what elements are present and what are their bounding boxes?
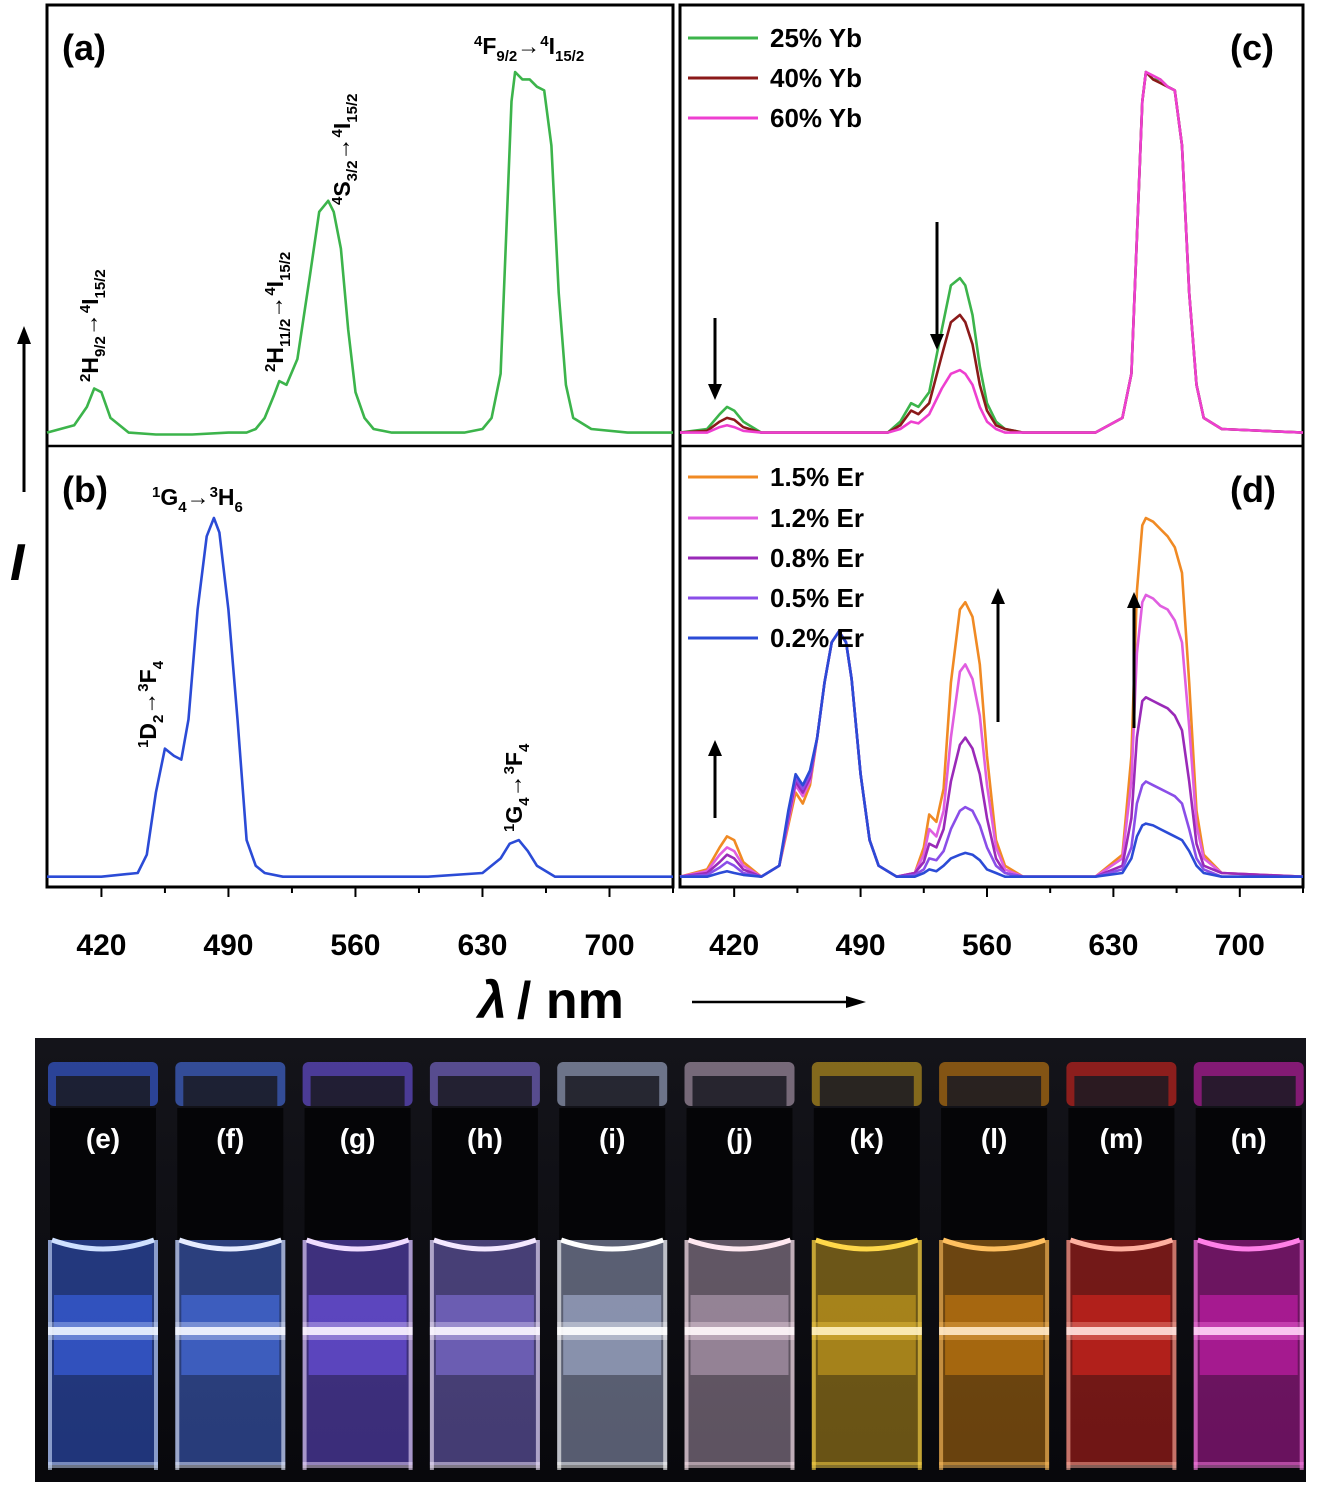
series-line-d-4 [680, 630, 1303, 878]
y-axis-arrow [17, 326, 31, 492]
svg-text:1D2→3F4: 1D2→3F4 [135, 660, 167, 748]
vial-7: (l) [939, 1062, 1050, 1470]
vial-label-8: (m) [1100, 1123, 1144, 1154]
x-tick-label-b-4: 700 [584, 929, 634, 962]
arrow-up-d-3 [1127, 592, 1141, 728]
series-line-d-2 [679, 630, 1304, 878]
x-tick-label-b-2: 560 [330, 929, 380, 962]
x-tick-label-d-1: 490 [836, 929, 886, 962]
legend-d-label-0: 1.5% Er [770, 462, 864, 492]
panel-label-a: (a) [62, 27, 106, 68]
y-axis-label: I [10, 534, 26, 592]
vial-label-5: (j) [726, 1123, 752, 1154]
vial-label-2: (g) [340, 1123, 376, 1154]
x-axis-label: λ / nm [475, 972, 624, 1030]
annotation-b-0: 1G4→3H6 [152, 484, 243, 516]
panel-label-c: (c) [1230, 27, 1274, 68]
annotation-b-1: 1D2→3F4 [135, 660, 167, 748]
svg-text:2H9/2→4I15/2: 2H9/2→4I15/2 [77, 269, 109, 382]
vial-label-1: (f) [216, 1123, 244, 1154]
vial-label-9: (n) [1231, 1123, 1267, 1154]
vial-label-7: (l) [981, 1123, 1007, 1154]
arrow-up-d-2 [991, 588, 1005, 722]
vials-layer: (e) (f) (g) (h) (i) (j) (k) (l) (m) (n) [48, 1062, 1304, 1470]
legend-d-label-3: 0.5% Er [770, 583, 864, 613]
x-tick-label-d-0: 420 [709, 929, 759, 962]
legend-d-label-4: 0.2% Er [770, 623, 864, 653]
legend-d-label-1: 1.2% Er [770, 503, 864, 533]
x-tick-label-d-3: 630 [1088, 929, 1138, 962]
panel-label-b: (b) [62, 469, 108, 510]
svg-text:1G4→3F4: 1G4→3F4 [501, 743, 533, 832]
x-ticks: 420 490 560 630 700 420 490 560 630 700 [76, 887, 1304, 962]
x-tick-label-b-0: 420 [76, 929, 126, 962]
vial-3: (h) [429, 1062, 540, 1470]
legend-d: 1.5% Er 1.2% Er 0.8% Er 0.5% Er 0.2% Er [688, 462, 864, 653]
vial-label-0: (e) [86, 1123, 120, 1154]
x-tick-label-d-2: 560 [962, 929, 1012, 962]
vial-4: (i) [557, 1062, 668, 1470]
vial-9: (n) [1193, 1062, 1304, 1470]
arrow-up-d-1 [708, 740, 722, 818]
svg-text:4S3/2→4I15/2: 4S3/2→4I15/2 [329, 94, 361, 205]
series-line-c-2 [680, 70, 1304, 434]
x-tick-label-b-1: 490 [203, 929, 253, 962]
vial-6: (k) [811, 1062, 922, 1470]
x-tick-label-b-3: 630 [457, 929, 507, 962]
vial-1: (f) [175, 1062, 286, 1470]
vial-8: (m) [1066, 1062, 1177, 1470]
arrow-down-c-1 [708, 318, 722, 400]
svg-text:4F9/2→4I15/2: 4F9/2→4I15/2 [474, 33, 584, 65]
annotation-a-0: 2H9/2→4I15/2 [77, 269, 109, 382]
legend-c-label-0: 25% Yb [770, 23, 862, 53]
annotation-a-1: 2H11/2→4I15/2 [262, 252, 294, 372]
legend-c-label-2: 60% Yb [770, 103, 862, 133]
legend-d-label-2: 0.8% Er [770, 543, 864, 573]
series-line-b [47, 516, 673, 878]
vial-5: (j) [684, 1062, 795, 1470]
panel-label-d: (d) [1230, 469, 1276, 510]
annotation-a-2: 4S3/2→4I15/2 [329, 94, 361, 205]
series-line-a [46, 70, 673, 436]
vial-label-6: (k) [850, 1123, 884, 1154]
legend-c: 25% Yb 40% Yb 60% Yb [688, 23, 862, 133]
x-tick-label-d-4: 700 [1215, 929, 1265, 962]
vial-0: (e) [48, 1062, 158, 1470]
vial-label-4: (i) [599, 1123, 625, 1154]
annotation-a-3: 4F9/2→4I15/2 [474, 33, 584, 65]
x-axis-arrow [692, 996, 866, 1008]
curves-layer [46, 70, 1304, 878]
legend-c-label-1: 40% Yb [770, 63, 862, 93]
arrow-down-c-2 [930, 222, 944, 350]
vial-label-3: (h) [467, 1123, 503, 1154]
vial-2: (g) [302, 1062, 413, 1470]
svg-text:1G4→3H6: 1G4→3H6 [152, 484, 243, 516]
annotation-b-2: 1G4→3F4 [501, 743, 533, 832]
svg-text:2H11/2→4I15/2: 2H11/2→4I15/2 [262, 252, 294, 372]
